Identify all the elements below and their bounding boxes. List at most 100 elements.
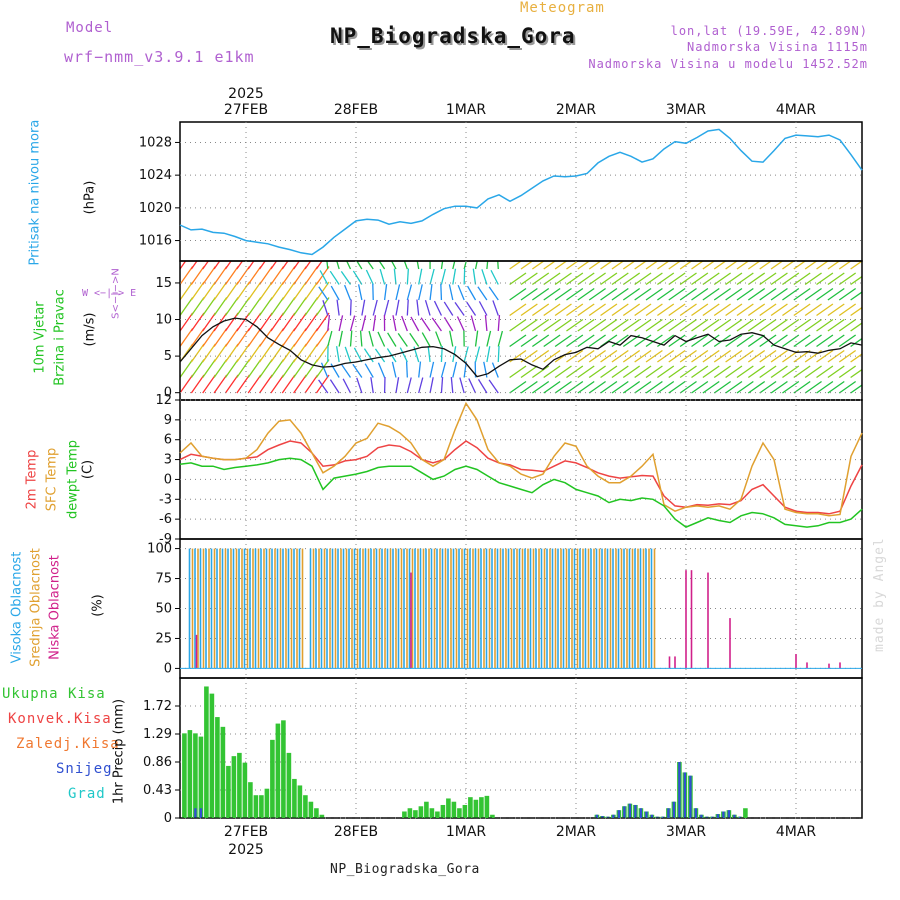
wind-arrow xyxy=(770,349,788,363)
wind-arrow xyxy=(466,285,477,301)
wind-arrow xyxy=(577,318,595,332)
snow-bar xyxy=(672,801,676,818)
wind-arrow xyxy=(318,286,329,301)
wind-arrow xyxy=(520,261,534,270)
wind-arrow xyxy=(259,266,273,285)
wind-arrow xyxy=(270,312,285,332)
wind-arrow xyxy=(554,349,572,363)
wind-arrow xyxy=(577,287,595,301)
wind-arrow xyxy=(180,374,194,394)
wind-arrow xyxy=(645,334,663,348)
wind-arrow xyxy=(747,365,766,379)
year-label-bottom: 2025 xyxy=(228,842,264,858)
wind-arrow xyxy=(377,331,386,347)
total-precip-bar xyxy=(198,736,204,818)
wind-arrow xyxy=(622,272,641,286)
wind-arrow xyxy=(236,297,250,316)
wind-arrow xyxy=(484,315,488,332)
wind-arrow xyxy=(330,285,340,301)
wind-arrow xyxy=(470,315,477,332)
wind-arrow xyxy=(850,353,862,363)
wind-arrow xyxy=(588,380,606,394)
wind-arrow xyxy=(392,315,397,332)
wind-arrow xyxy=(804,334,822,348)
wind-arrow xyxy=(713,365,731,379)
wind-arrow xyxy=(611,380,629,394)
coords-label: lon,lat (19.59E, 42.89N) xyxy=(670,24,868,38)
wind-arrow xyxy=(406,299,409,316)
wind-arrow xyxy=(247,297,262,316)
wind-arrow xyxy=(850,275,862,286)
wind-arrow xyxy=(668,303,686,317)
wind-arrow xyxy=(180,281,194,301)
wind-arrow xyxy=(827,303,845,317)
total-precip-bar xyxy=(215,717,220,818)
wind-arrow xyxy=(509,287,527,301)
wind-arrow xyxy=(725,334,743,348)
snow-bar xyxy=(639,808,643,818)
wind-arrow xyxy=(342,378,352,394)
wind-arrow xyxy=(180,328,194,347)
pressure-ytick-label: 1028 xyxy=(139,135,172,150)
wind-arrow xyxy=(668,261,682,270)
wind-ytick-label: 10 xyxy=(155,313,172,328)
time-label-top: 3MAR xyxy=(666,102,707,118)
wind-arrow xyxy=(577,349,595,363)
wind-arrow xyxy=(668,287,686,301)
wind-arrow xyxy=(202,297,216,316)
wind-arrow xyxy=(759,303,777,317)
total-precip-bar xyxy=(275,723,281,818)
wind-arrow xyxy=(611,272,629,286)
wind-arrow xyxy=(304,261,312,270)
total-precip-bar xyxy=(479,797,484,818)
wind-arrow xyxy=(577,334,595,348)
clouds-ytick-label: 50 xyxy=(155,602,172,617)
wind-arrow xyxy=(827,287,845,301)
pressure-line xyxy=(179,128,863,256)
snow-bar xyxy=(705,816,709,818)
wind-arrow xyxy=(483,361,488,378)
wind-arrow xyxy=(600,272,618,286)
wind-arrow xyxy=(424,299,431,316)
wind-arrow xyxy=(270,297,285,316)
wind-arrow xyxy=(368,330,374,347)
wind-arrow xyxy=(224,312,239,332)
wind-arrow xyxy=(247,359,262,378)
wind-arrow xyxy=(281,266,296,285)
wind-arrow xyxy=(433,300,443,316)
wind-arrow xyxy=(304,328,319,347)
wind-arrow xyxy=(213,261,221,270)
wind-arrow xyxy=(509,303,527,317)
wind-arrow xyxy=(657,365,675,379)
wind-arrow xyxy=(736,365,754,379)
wind-arrow xyxy=(543,365,561,379)
wind-arrow xyxy=(270,328,285,347)
wind-arrow xyxy=(611,287,629,301)
wind-arrow xyxy=(747,261,761,270)
snow-bar xyxy=(595,814,599,818)
elevation-label: Nadmorska Visina 1115m xyxy=(687,40,868,54)
wind-arrow xyxy=(725,272,743,286)
wind-arrow xyxy=(679,261,693,270)
wind-arrow xyxy=(827,334,845,348)
total-precip-bar xyxy=(220,726,226,818)
wind-arrow xyxy=(691,334,709,348)
wind-arrow xyxy=(793,318,811,332)
wind-arrow xyxy=(645,261,659,270)
wind-ytick-label: 0 xyxy=(164,386,172,401)
total-precip-bar xyxy=(231,756,237,818)
wind-arrow xyxy=(679,287,697,301)
wind-arrow xyxy=(668,334,686,348)
wind-arrow xyxy=(702,349,720,363)
wind-arrow xyxy=(344,284,352,301)
wind-arrow xyxy=(180,266,194,285)
total-precip-bar xyxy=(743,808,748,818)
wind-arrow xyxy=(315,281,330,301)
wind-arrow xyxy=(293,374,307,394)
total-precip-bar xyxy=(292,778,297,818)
wind-arrow xyxy=(466,301,477,316)
wind-arrow xyxy=(804,380,822,394)
wind-arrow xyxy=(293,297,307,316)
snow-bar xyxy=(694,808,698,818)
wind-arrow xyxy=(634,365,652,379)
